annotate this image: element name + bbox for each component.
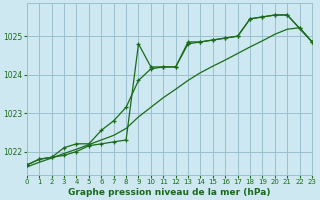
X-axis label: Graphe pression niveau de la mer (hPa): Graphe pression niveau de la mer (hPa) bbox=[68, 188, 271, 197]
